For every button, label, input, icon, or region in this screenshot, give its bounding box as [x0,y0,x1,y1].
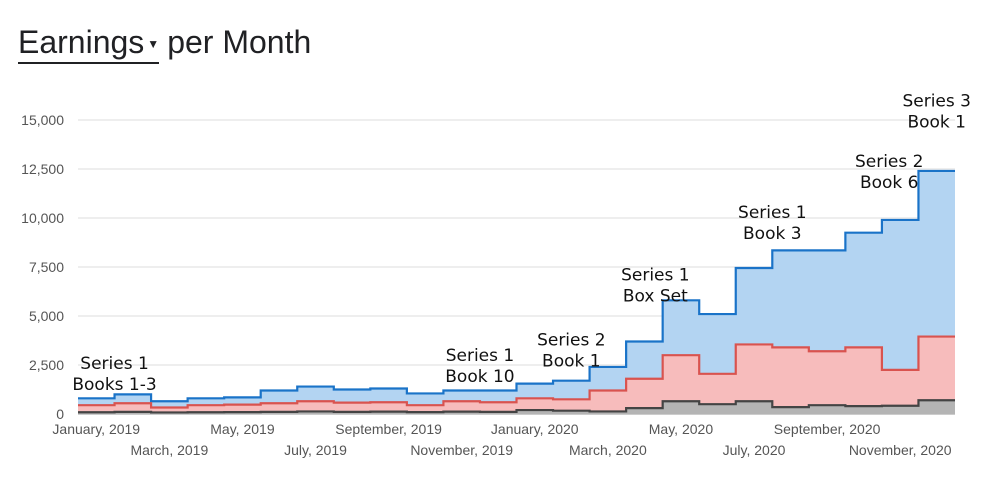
y-tick-label: 0 [56,406,64,422]
title-suffix: per Month [167,24,312,60]
metric-dropdown[interactable]: Earnings ▼ [18,24,160,64]
y-tick-label: 15,000 [21,112,64,128]
annotation-line: Box Set [623,287,688,307]
annotation-line: Book 10 [445,367,514,387]
series-line [78,335,955,409]
x-tick-label: November, 2020 [849,442,952,458]
y-tick-label: 12,500 [21,161,64,177]
y-tick-label: 5,000 [29,308,64,324]
x-tick-label: January, 2020 [491,421,579,437]
series-line [78,399,955,414]
annotation-line: Books 1-3 [72,375,156,395]
annotation-line: Book 3 [743,224,802,244]
x-tick-label: March, 2019 [130,442,208,458]
x-tick-label: July, 2019 [284,442,347,458]
annotation-line: Series 3 [902,91,971,111]
x-tick-label: September, 2019 [335,421,442,437]
y-tick-label: 10,000 [21,210,64,226]
x-tick-label: September, 2020 [774,421,881,437]
y-tick-label: 7,500 [29,259,64,275]
x-tick-label: January, 2019 [52,421,140,437]
annotation-line: Series 1 [80,354,149,374]
annotation-line: Series 1 [446,346,515,366]
metric-dropdown-label: Earnings [18,24,145,60]
x-tick-label: November, 2019 [410,442,513,458]
series-line [78,169,955,403]
x-tick-label: May, 2020 [649,421,714,437]
annotation-line: Series 2 [537,330,606,350]
annotation-line: Series 1 [738,203,807,223]
x-tick-label: March, 2020 [569,442,647,458]
chart-title: Earnings ▼ per Month [18,18,311,64]
x-tick-label: May, 2019 [210,421,275,437]
annotation-line: Book 1 [907,112,966,132]
annotation-line: Series 1 [621,266,690,286]
annotation-line: Book 1 [542,351,601,371]
chevron-down-icon: ▼ [147,37,160,51]
y-tick-label: 2,500 [29,357,64,373]
x-tick-label: July, 2020 [723,442,786,458]
annotation-line: Book 6 [860,173,919,193]
annotation-line: Series 2 [855,152,924,172]
